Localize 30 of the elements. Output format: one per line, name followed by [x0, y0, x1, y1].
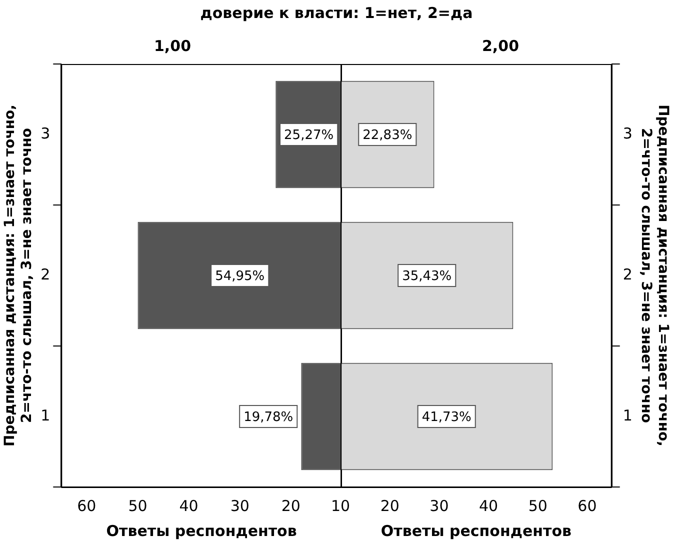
x-tick-label: 50 [528, 496, 548, 515]
x-tick-label: 30 [430, 496, 449, 515]
annotation: 25,27% [284, 128, 334, 143]
x-tick-label: 40 [478, 496, 498, 515]
annotation: 54,95% [215, 268, 265, 284]
x-tick-label: 50 [128, 496, 148, 515]
y-tick-label: 1 [622, 406, 632, 424]
annotation: 35,43% [402, 268, 452, 284]
x-tick-label: 40 [179, 496, 198, 515]
x-tick-label: 30 [230, 496, 250, 515]
y-tick-label: 3 [40, 124, 50, 142]
x-tick-label: 20 [281, 496, 300, 515]
chart-subtitle: 2,00 [482, 36, 520, 55]
y-tick-label: 2 [40, 265, 50, 284]
y-axis-title: Предписанная дистанция: 1=знает точно, 2=что-то слышал, 3=не знает точно [638, 104, 671, 446]
chart-title: доверие к власти: 1=нет, 2=да [199, 4, 474, 22]
y-tick-label: 1 [40, 406, 50, 424]
annotation: 41,73% [422, 410, 472, 425]
x-tick-label: 60 [578, 496, 597, 515]
chart-subtitle: 1,00 [154, 36, 192, 55]
x-axis-title: Ответы респондентов [106, 522, 297, 540]
y-axis-title: Предписанная дистанция: 1=знает точно, 2=что-то слышал, 3=не знает точно [2, 104, 35, 446]
annotation: 22,83% [362, 128, 412, 143]
y-tick-label: 3 [622, 124, 632, 142]
x-tick-label: 60 [77, 496, 96, 515]
annotation: 19,78% [244, 410, 294, 425]
y-tick-label: 2 [622, 265, 632, 284]
x-axis-title: Ответы респондентов [380, 522, 572, 540]
x-tick-label: 10 [330, 496, 350, 515]
x-tick-label: 20 [380, 496, 400, 515]
